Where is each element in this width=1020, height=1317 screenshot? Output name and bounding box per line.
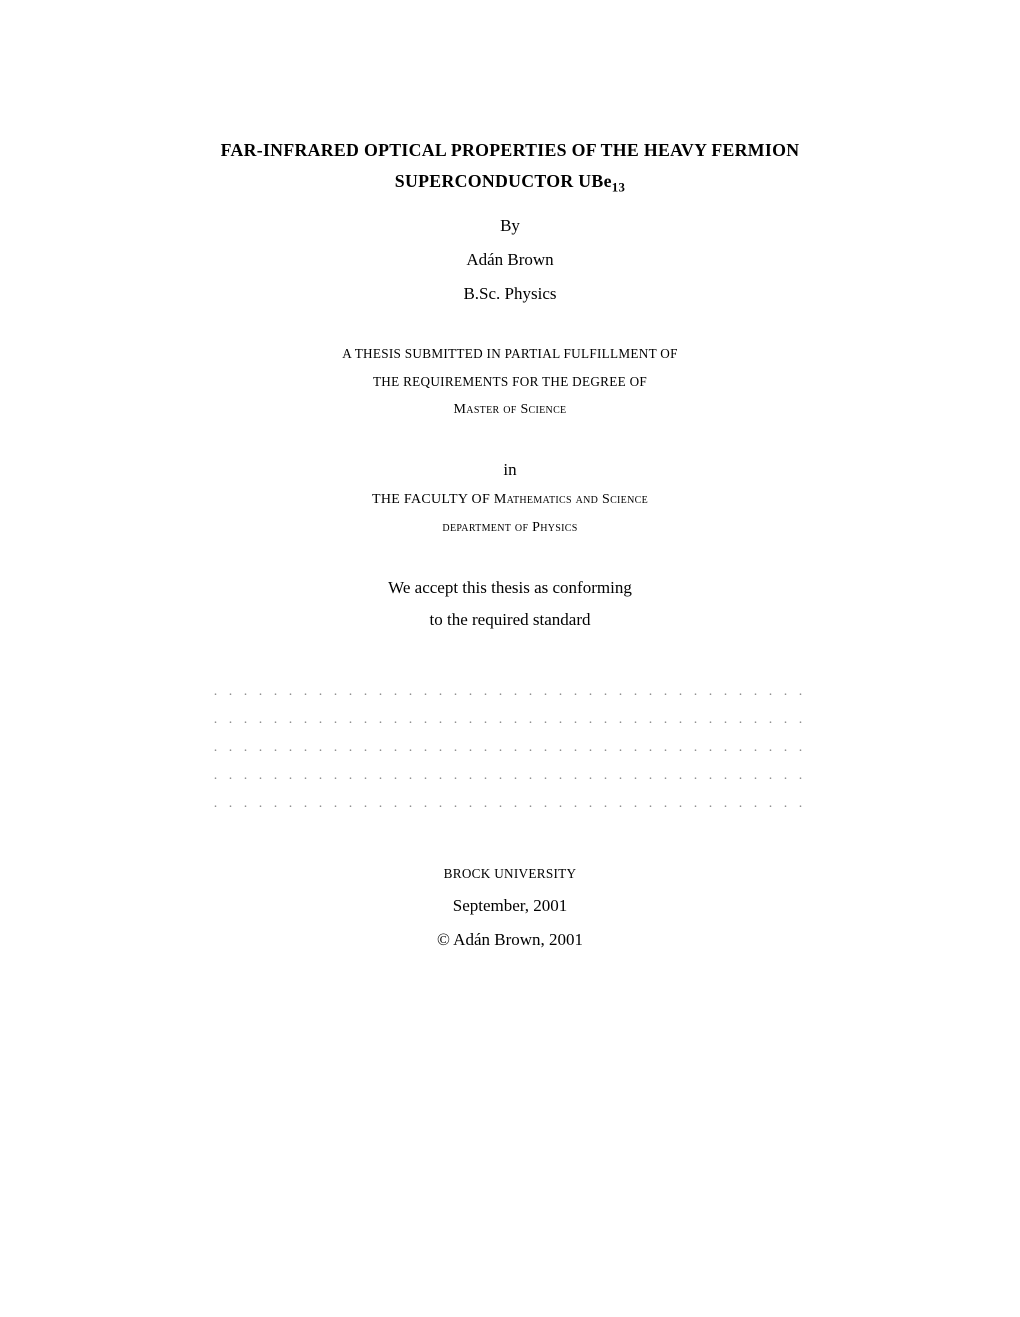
author-name: Adán Brown: [110, 250, 910, 270]
in-word: in: [110, 460, 910, 480]
submission-line-1: A THESIS SUBMITTED IN PARTIAL FULFILLMEN…: [110, 346, 910, 362]
title-page: FAR-INFRARED OPTICAL PROPERTIES OF THE H…: [110, 140, 910, 950]
thesis-title-line-1: FAR-INFRARED OPTICAL PROPERTIES OF THE H…: [110, 140, 910, 161]
signature-line: . . . . . . . . . . . . . . . . . . . . …: [110, 797, 910, 811]
signature-line: . . . . . . . . . . . . . . . . . . . . …: [110, 685, 910, 699]
department-line: department of Physics: [110, 520, 910, 536]
submission-line-3: Master of Science: [110, 402, 910, 418]
faculty-line: THE FACULTY OF Mathematics and Science: [110, 492, 910, 508]
title-prefix: SUPERCONDUCTOR UBe: [395, 171, 612, 191]
university-name: BROCK UNIVERSITY: [110, 866, 910, 882]
submission-line-2: THE REQUIREMENTS FOR THE DEGREE OF: [110, 374, 910, 390]
title-subscript: 13: [612, 181, 625, 195]
signature-line: . . . . . . . . . . . . . . . . . . . . …: [110, 769, 910, 783]
thesis-title-line-2: SUPERCONDUCTOR UBe13: [110, 171, 910, 196]
signature-line: . . . . . . . . . . . . . . . . . . . . …: [110, 713, 910, 727]
signature-lines-block: . . . . . . . . . . . . . . . . . . . . …: [110, 685, 910, 811]
copyright-line: © Adán Brown, 2001: [110, 930, 910, 950]
signature-line: . . . . . . . . . . . . . . . . . . . . …: [110, 741, 910, 755]
by-line: By: [110, 216, 910, 236]
acceptance-line-1: We accept this thesis as conforming: [110, 578, 910, 598]
prior-degree: B.Sc. Physics: [110, 284, 910, 304]
acceptance-line-2: to the required standard: [110, 610, 910, 630]
thesis-date: September, 2001: [110, 896, 910, 916]
